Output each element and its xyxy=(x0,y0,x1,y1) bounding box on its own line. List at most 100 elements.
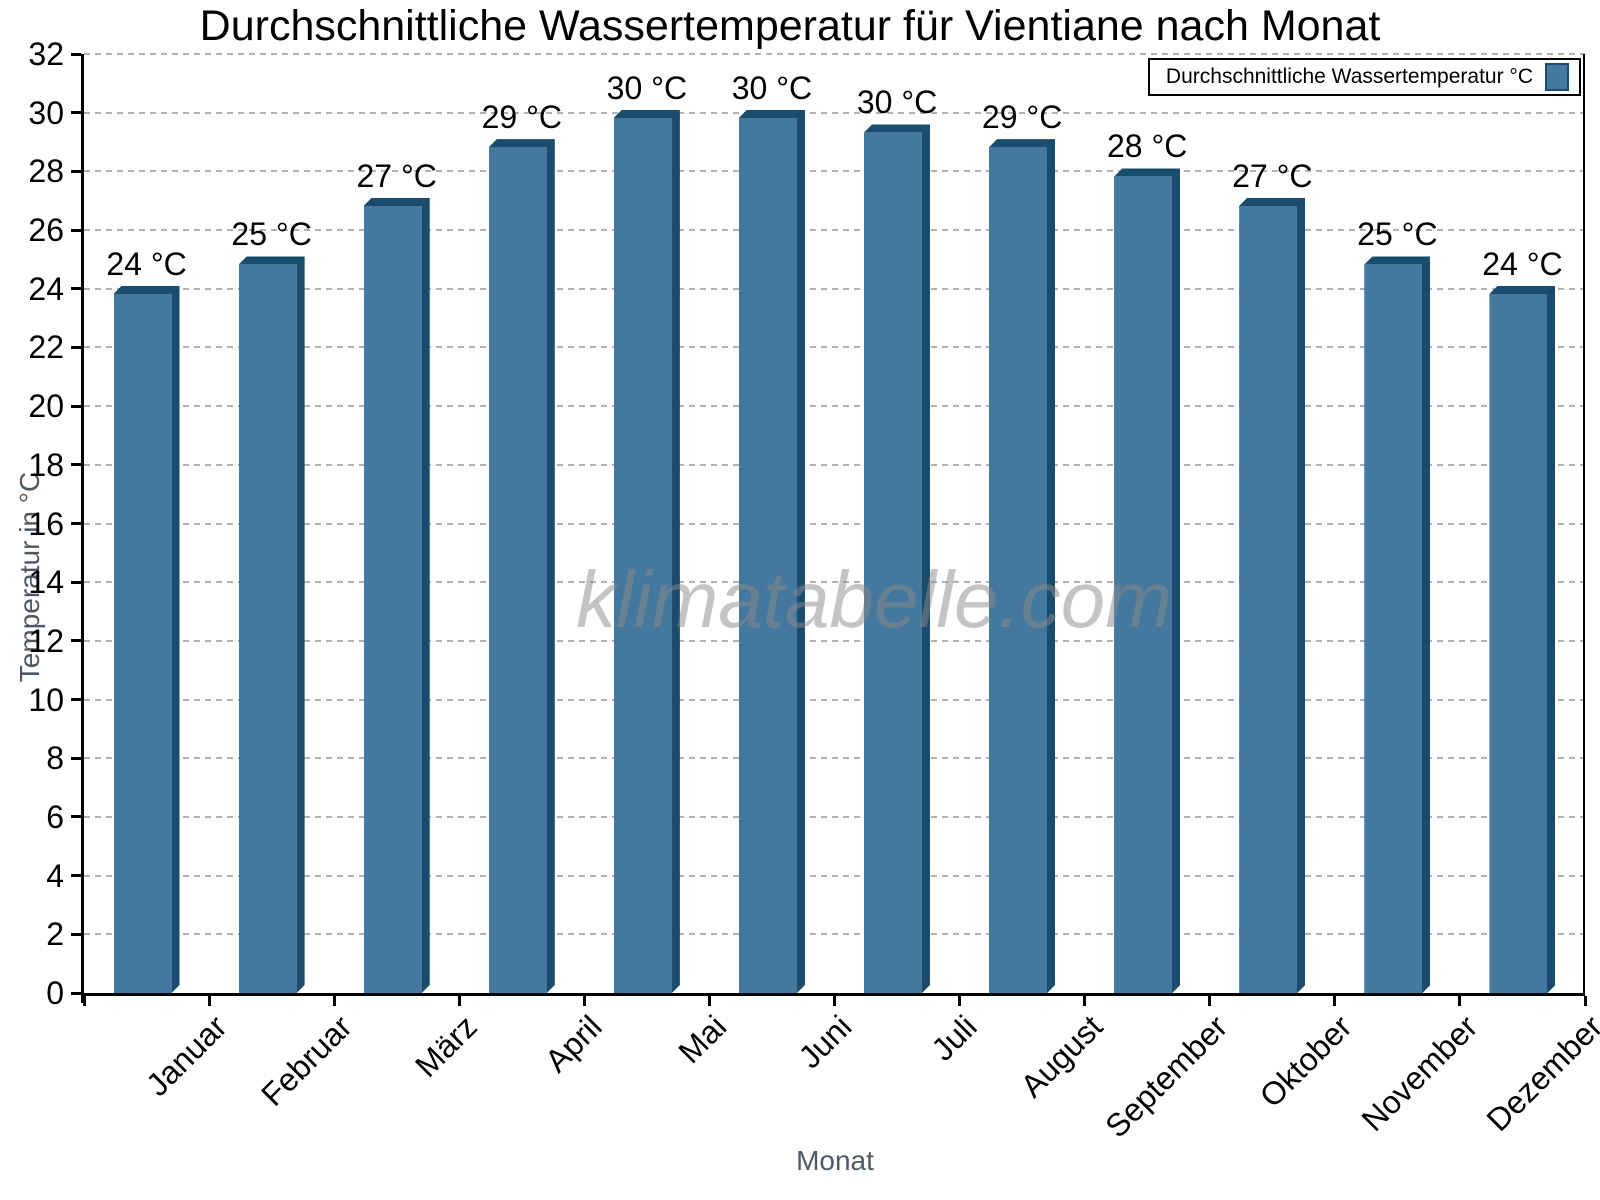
x-tick-5 xyxy=(707,996,711,1006)
bar-märz xyxy=(364,198,430,993)
y-tick-22 xyxy=(71,345,81,349)
bar-april xyxy=(489,139,555,993)
bar-value-label-april: 29 °C xyxy=(481,99,562,136)
gridline-26 xyxy=(84,229,1585,232)
x-tick-label-september: September xyxy=(1097,1008,1234,1145)
y-tick-2 xyxy=(71,932,81,936)
bar-juni xyxy=(739,110,805,993)
gridline-22 xyxy=(84,346,1585,349)
plot-area: 24 °C 25 °C 27 °C 29 °C 30 °C 30 °C 30 °C 29 °C… xyxy=(28,38,1600,1144)
x-tick-label-märz: März xyxy=(407,1008,484,1085)
y-tick-32 xyxy=(71,52,81,56)
gridline-20 xyxy=(84,405,1585,408)
x-tick-0 xyxy=(82,996,86,1006)
bar-value-label-märz: 27 °C xyxy=(356,157,437,194)
legend-swatch xyxy=(1545,63,1569,91)
gridline-14 xyxy=(84,581,1585,584)
x-tick-2 xyxy=(332,996,336,1006)
bar-september xyxy=(1114,168,1180,993)
gridline-10 xyxy=(84,698,1585,701)
bar-value-label-dezember: 24 °C xyxy=(1482,245,1563,282)
bar-face-märz xyxy=(364,206,422,993)
chart-title: Durchschnittliche Wassertemperatur für V… xyxy=(199,2,1381,50)
y-tick-label-4: 4 xyxy=(46,857,64,894)
x-tick-label-dezember: Dezember xyxy=(1479,1008,1600,1139)
y-tick-8 xyxy=(71,756,81,760)
bar-face-april xyxy=(489,147,547,993)
x-tick-6 xyxy=(833,996,836,1006)
plot-right-border xyxy=(1583,54,1585,993)
bar-value-label-februar: 25 °C xyxy=(231,216,312,253)
x-tick-label-november: November xyxy=(1354,1008,1485,1139)
bar-value-label-september: 28 °C xyxy=(1107,128,1188,165)
bar-face-mai xyxy=(614,118,672,993)
bar-face-august xyxy=(989,147,1047,993)
x-tick-label-juni: Juni xyxy=(791,1008,859,1076)
bar-value-label-mai: 30 °C xyxy=(606,69,688,106)
y-tick-12 xyxy=(71,639,81,643)
gridline-4 xyxy=(84,874,1585,877)
y-tick-label-24: 24 xyxy=(28,270,64,307)
y-tick-6 xyxy=(71,815,81,819)
y-tick-label-0: 0 xyxy=(46,975,64,1011)
gridline-32 xyxy=(84,53,1585,55)
gridline-18 xyxy=(84,463,1585,466)
y-tick-label-14: 14 xyxy=(28,564,64,601)
y-tick-20 xyxy=(71,404,81,408)
x-tick-label-juli: Juli xyxy=(924,1008,984,1068)
x-tick-label-mai: Mai xyxy=(671,1008,734,1071)
y-tick-label-6: 6 xyxy=(46,798,64,835)
bar-face-juni xyxy=(739,118,797,993)
y-tick-label-32: 32 xyxy=(28,36,64,72)
x-tick-label-februar: Februar xyxy=(253,1008,359,1113)
y-tick-label-2: 2 xyxy=(46,916,64,953)
x-tick-1 xyxy=(207,996,211,1006)
x-tick-label-januar: Januar xyxy=(138,1008,234,1103)
bar-face-oktober xyxy=(1239,206,1297,993)
y-tick-10 xyxy=(71,698,81,702)
x-tick-9 xyxy=(1208,996,1212,1006)
bar-februar xyxy=(239,256,305,993)
bar-face-juli xyxy=(864,132,922,993)
gridline-2 xyxy=(84,933,1585,936)
y-tick-16 xyxy=(71,522,81,525)
bar-value-label-juni: 30 °C xyxy=(731,69,813,106)
gridline-28 xyxy=(84,170,1585,173)
bar-value-label-november: 25 °C xyxy=(1357,216,1438,253)
y-tick-label-26: 26 xyxy=(28,212,64,249)
y-tick-28 xyxy=(71,169,81,173)
legend: Durchschnittliche Wassertemperatur °C xyxy=(1147,58,1581,96)
x-tick-7 xyxy=(958,996,962,1006)
x-tick-label-april: April xyxy=(537,1008,609,1080)
y-tick-label-28: 28 xyxy=(28,153,64,190)
gridline-8 xyxy=(84,757,1585,760)
bar-face-september xyxy=(1114,176,1172,993)
y-tick-14 xyxy=(71,580,81,584)
x-axis-title: Monat xyxy=(796,1145,874,1176)
x-tick-11 xyxy=(1458,996,1462,1006)
bar-mai xyxy=(614,110,680,993)
bar-value-label-august: 29 °C xyxy=(981,99,1063,136)
y-tick-24 xyxy=(71,287,81,291)
y-tick-label-18: 18 xyxy=(28,446,64,483)
y-tick-0 xyxy=(71,991,81,995)
y-tick-label-20: 20 xyxy=(28,388,64,425)
x-axis-line xyxy=(81,993,1585,996)
x-tick-4 xyxy=(582,996,586,1006)
legend-label: Durchschnittliche Wassertemperatur °C xyxy=(1165,65,1533,88)
bar-oktober xyxy=(1239,198,1305,993)
y-tick-label-8: 8 xyxy=(46,740,64,777)
y-tick-label-16: 16 xyxy=(28,505,64,542)
y-tick-label-10: 10 xyxy=(28,681,64,718)
y-tick-30 xyxy=(71,111,81,115)
bar-face-januar xyxy=(114,294,172,993)
bar-august xyxy=(989,139,1055,993)
y-tick-label-30: 30 xyxy=(28,94,64,131)
bar-face-februar xyxy=(239,264,297,993)
x-tick-label-august: August xyxy=(1012,1008,1109,1105)
y-tick-label-22: 22 xyxy=(28,329,64,366)
gridline-6 xyxy=(84,815,1585,818)
gridline-24 xyxy=(84,287,1585,290)
x-tick-10 xyxy=(1333,996,1337,1006)
